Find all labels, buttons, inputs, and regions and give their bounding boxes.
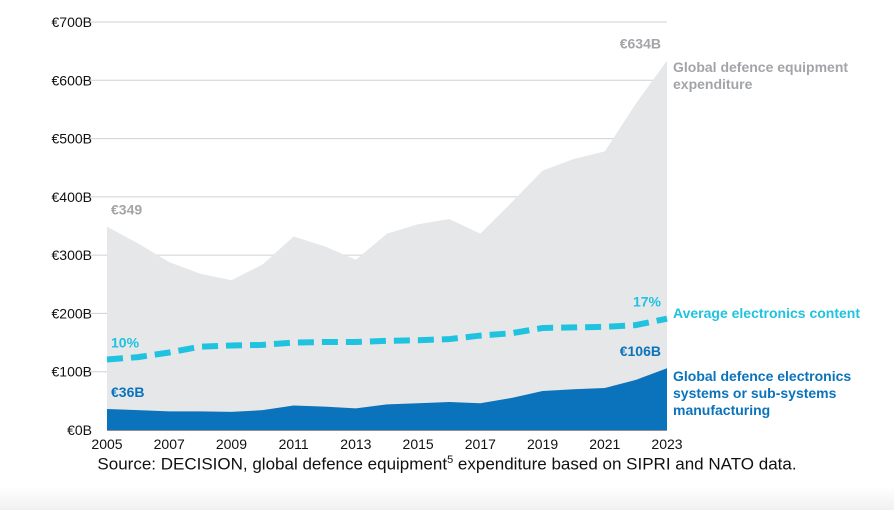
average-electronics-content-line <box>106 315 668 363</box>
y-tick-label: €500B <box>52 131 92 147</box>
data-label: €36B <box>111 384 144 400</box>
y-tick-label: €200B <box>52 305 92 321</box>
footer-strip <box>0 486 894 510</box>
y-tick-label: €0B <box>67 422 92 438</box>
y-tick-label: €100B <box>52 364 92 380</box>
x-tick-label: 2023 <box>651 436 682 450</box>
legend-entry-line: Global defence equipment <box>673 59 848 75</box>
legend-entry-line: expenditure <box>673 76 753 92</box>
source-footnote-marker: 5 <box>447 454 454 466</box>
x-tick-label: 2009 <box>216 436 247 450</box>
x-tick-label: 2007 <box>154 436 185 450</box>
x-axis: 2005 2007 2009 2011 2013 2015 2017 2019 2021 2023 <box>91 436 682 450</box>
areas <box>107 60 667 431</box>
data-label: €349 <box>111 202 142 218</box>
y-tick-label: €600B <box>52 72 92 88</box>
x-tick-label: 2013 <box>340 436 371 450</box>
data-label: 17% <box>633 294 662 310</box>
legend-entry: Global defence equipment expenditure <box>673 59 848 92</box>
legend: Global defence equipment expenditure Avera… <box>673 59 860 418</box>
y-tick-label: €300B <box>52 247 92 263</box>
x-tick-label: 2005 <box>91 436 122 450</box>
legend-entry: Average electronics content <box>673 305 860 321</box>
source-text-before: Source: DECISION, global defence equipme… <box>97 454 448 474</box>
y-axis: €0B €100B €200B €300B €400B €500B €600B €700B <box>52 14 92 438</box>
source-text-after: expenditure based on SIPRI and NATO data… <box>453 454 797 474</box>
data-label: 10% <box>111 334 140 350</box>
source-note: Source: DECISION, global defence equipme… <box>0 454 894 475</box>
legend-entry: Global defence electronics systems or sub… <box>673 368 851 418</box>
data-label: €106B <box>620 343 661 359</box>
electronics-manufacturing-area <box>107 368 667 430</box>
y-tick-label: €700B <box>52 14 92 30</box>
defence-expenditure-chart: €0B €100B €200B €300B €400B €500B €600B €700B 2… <box>52 14 861 450</box>
x-tick-label: 2011 <box>279 436 309 450</box>
x-tick-label: 2015 <box>403 436 434 450</box>
x-tick-label: 2019 <box>527 436 558 450</box>
data-label: €634B <box>620 35 661 51</box>
x-tick-label: 2017 <box>465 436 496 450</box>
legend-entry-line: Average electronics content <box>673 305 860 321</box>
lines <box>106 315 668 363</box>
legend-entry-line: Global defence electronics <box>673 368 851 384</box>
legend-entry-line: systems or sub-systems <box>673 385 837 401</box>
legend-entry-line: manufacturing <box>673 402 770 418</box>
annotations: €349 €634B 10% 17% €36B €106B <box>111 35 662 400</box>
equipment-expenditure-area <box>107 60 667 431</box>
x-tick-label: 2021 <box>589 436 620 450</box>
y-tick-label: €400B <box>52 189 92 205</box>
